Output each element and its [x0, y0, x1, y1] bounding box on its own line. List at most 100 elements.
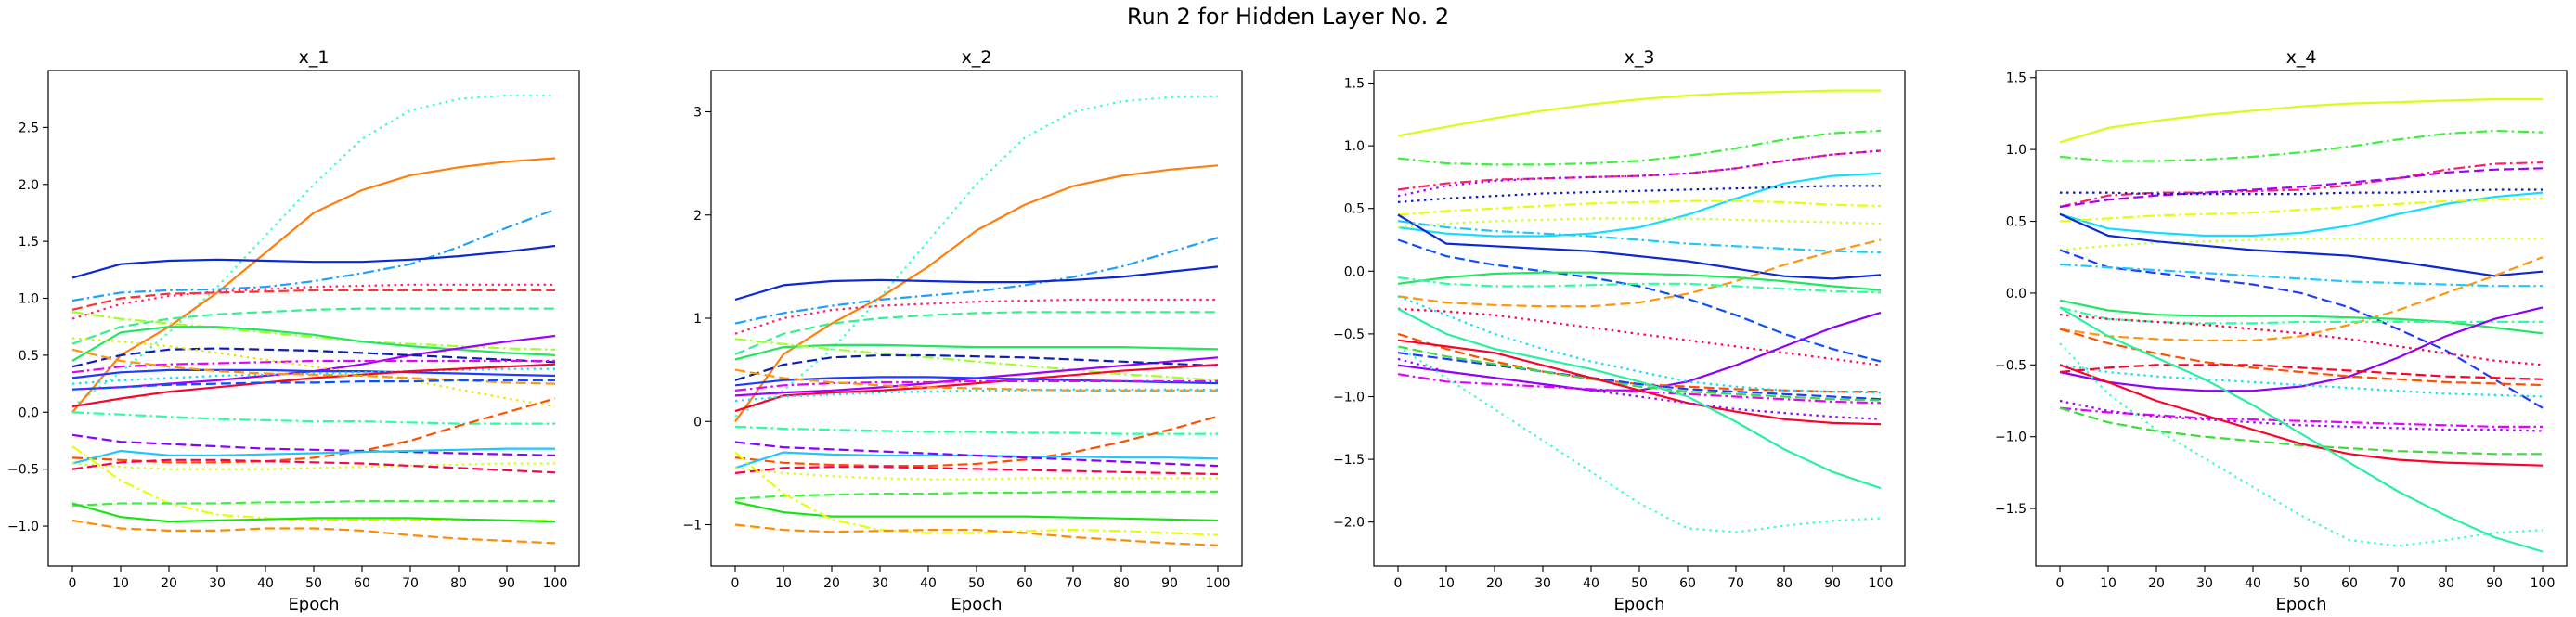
x-tick-label: 90	[498, 576, 515, 591]
x-tick-label: 0	[731, 576, 740, 591]
y-tick-label: −0.5	[1333, 328, 1365, 342]
series-line-12	[2059, 263, 2543, 288]
series-line-13	[1397, 271, 1882, 291]
subplot-title: x_3	[1625, 47, 1655, 68]
x-tick-label: 0	[69, 576, 77, 591]
y-tick-label: −1.5	[1995, 502, 2026, 517]
x-axis-label: Epoch	[1613, 595, 1664, 614]
y-tick-label: 1.0	[2006, 143, 2026, 158]
x-tick-label: 60	[1679, 576, 1696, 591]
y-tick-label: 1	[693, 312, 702, 327]
series-line-6	[734, 311, 1218, 355]
x-tick-label: 50	[1631, 576, 1648, 591]
series-line-20	[1397, 345, 1882, 402]
x-tick-label: 40	[1583, 576, 1599, 591]
x-axis-label: Epoch	[288, 595, 339, 614]
series-line-9	[2059, 212, 2544, 277]
subplot-2: 0 10 20 30 40 50 60 70 80 90 100 −1 0 1 2 3 x_2 Epoch	[682, 47, 1243, 614]
series-line-4	[734, 265, 1219, 302]
series-line-14	[2059, 306, 2543, 325]
x-tick-label: 100	[1206, 576, 1231, 591]
series-line-7	[734, 343, 1219, 361]
series-line-16	[71, 363, 556, 408]
x-tick-label: 60	[1016, 576, 1033, 591]
x-tick-label: 40	[257, 576, 274, 591]
y-tick-label: 2.0	[19, 178, 39, 193]
series-line-19	[71, 411, 555, 425]
series-line-23	[734, 500, 1219, 522]
series-line-4	[1397, 149, 1882, 198]
y-tick-label: 0.0	[2006, 287, 2026, 302]
series-line-15	[71, 367, 555, 385]
x-tick-label: 10	[775, 576, 792, 591]
series-line-14	[71, 368, 556, 379]
series-line-3	[71, 208, 556, 302]
y-tick-label: 0.0	[19, 405, 39, 420]
series-line-7	[71, 307, 555, 345]
series-line-24	[71, 458, 556, 474]
subplot-title: x_1	[299, 47, 330, 68]
series-line-28	[71, 519, 556, 545]
series-line-18	[71, 379, 555, 391]
x-tick-label: 90	[1824, 576, 1841, 591]
series-line-23	[2059, 364, 2544, 467]
x-tick-label: 60	[354, 576, 370, 591]
series-line-24	[1397, 307, 1882, 490]
series-line-21	[71, 433, 556, 456]
x-tick-label: 10	[2100, 576, 2116, 591]
series-line-6	[2059, 191, 2544, 238]
series-line-19	[2059, 364, 2544, 380]
series-line-8	[2059, 238, 2543, 251]
series-line-21	[734, 466, 1219, 476]
series-line-20	[2059, 406, 2543, 428]
y-tick-label: −1.0	[1333, 390, 1365, 405]
series-line-22	[1397, 357, 1882, 420]
x-tick-label: 70	[1728, 576, 1744, 591]
x-axis-label: Epoch	[2275, 595, 2326, 614]
series-line-14	[734, 368, 1218, 392]
x-tick-label: 90	[1161, 576, 1178, 591]
y-tick-label: −1.5	[1333, 453, 1365, 468]
x-tick-label: 70	[2389, 576, 2406, 591]
x-tick-label: 30	[1534, 576, 1551, 591]
series-line-24	[734, 451, 1219, 536]
x-tick-label: 20	[2148, 576, 2165, 591]
series-line-15	[734, 388, 1218, 403]
x-tick-label: 30	[2196, 576, 2213, 591]
series-line-11	[71, 347, 556, 368]
axes-frame	[47, 70, 580, 567]
series-line-9	[1397, 213, 1882, 280]
series-group	[1397, 89, 1882, 533]
y-tick-label: 1.5	[2006, 71, 2026, 86]
x-tick-label: 0	[2056, 576, 2065, 591]
series-line-23	[1397, 295, 1882, 394]
series-line-10	[1397, 220, 1882, 254]
axes-frame	[710, 70, 1243, 567]
series-line-11	[734, 364, 1219, 413]
series-line-6	[71, 289, 555, 311]
series-line-3	[2059, 161, 2544, 209]
series-group	[2059, 97, 2544, 553]
series-line-16	[1397, 311, 1882, 392]
y-tick-label: 3	[693, 106, 702, 121]
x-tick-label: 0	[1394, 576, 1403, 591]
series-line-10	[734, 353, 1219, 381]
subplot-title: x_2	[962, 47, 992, 68]
series-line-8	[1397, 217, 1882, 229]
series-line-13	[734, 379, 1218, 392]
subplot-1: 0 10 20 30 40 50 60 70 80 90 100 −1.0 −0.5 0.0 0.5 1.0 1…	[7, 47, 580, 614]
series-line-19	[734, 441, 1219, 468]
y-tick-label: 0.5	[2006, 215, 2026, 230]
series-line-1	[734, 95, 1219, 418]
x-tick-label: 80	[1113, 576, 1130, 591]
series-line-4	[71, 244, 556, 279]
x-tick-label: 70	[402, 576, 419, 591]
x-tick-label: 10	[1438, 576, 1455, 591]
x-tick-label: 70	[1065, 576, 1081, 591]
series-line-27	[71, 502, 556, 523]
x-tick-label: 30	[872, 576, 888, 591]
series-line-1	[1397, 89, 1881, 137]
series-line-16	[734, 425, 1218, 435]
x-tick-label: 100	[2531, 576, 2556, 591]
